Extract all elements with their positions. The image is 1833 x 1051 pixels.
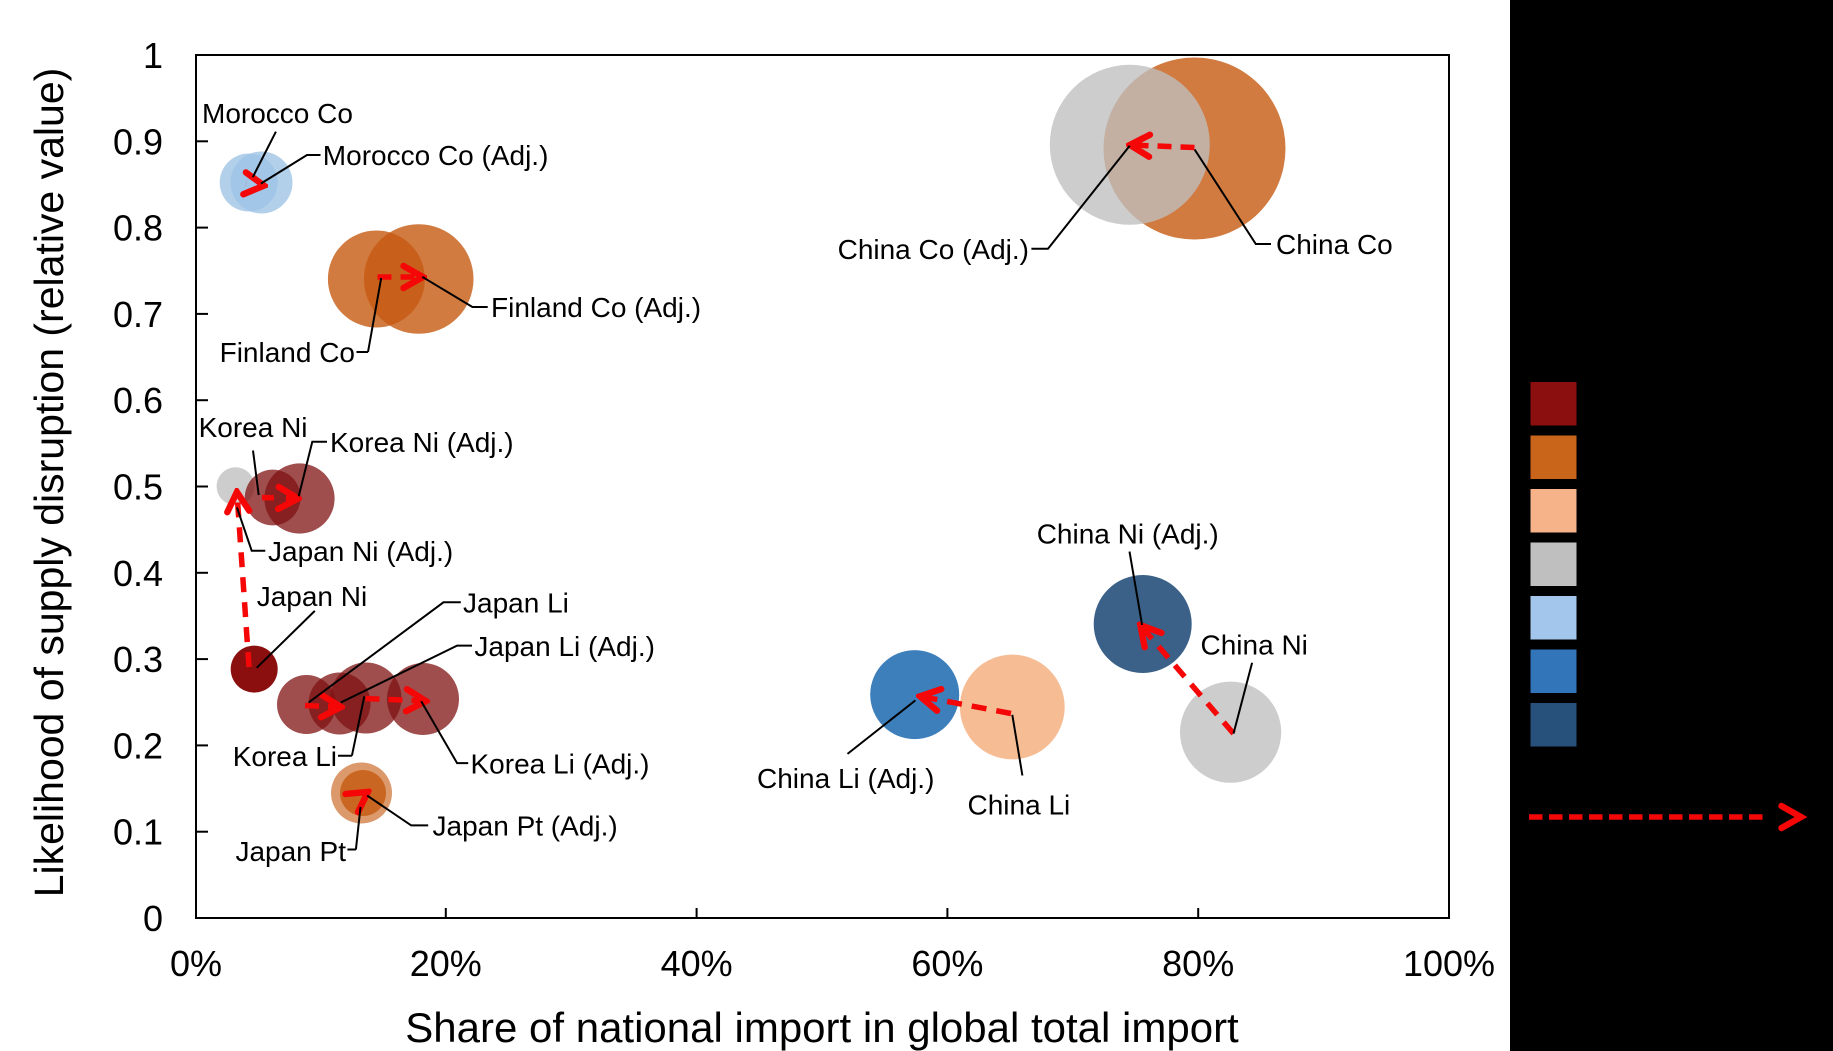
svg-text:Japan Pt: Japan Pt	[235, 836, 346, 867]
svg-text:Morocco Co: Morocco Co	[202, 98, 353, 129]
svg-text:China Co (Adj.): China Co (Adj.)	[838, 234, 1029, 265]
svg-text:0.5: 0.5	[113, 467, 163, 508]
svg-text:0.9: 0.9	[113, 121, 163, 162]
svg-text:1: 1	[143, 35, 163, 76]
svg-text:China Co: China Co	[1276, 229, 1393, 260]
svg-text:0.6: 0.6	[113, 380, 163, 421]
svg-text:China Li (Adj.): China Li (Adj.)	[757, 763, 934, 794]
svg-text:China Ni (Adj.): China Ni (Adj.)	[1037, 519, 1219, 550]
svg-text:0.4: 0.4	[113, 553, 163, 594]
svg-text:20%: 20%	[410, 943, 482, 984]
svg-text:0%: 0%	[170, 943, 222, 984]
svg-text:0: 0	[143, 898, 163, 939]
svg-text:China Li: China Li	[968, 790, 1071, 821]
svg-text:Korea Li (Adj.): Korea Li (Adj.)	[471, 748, 650, 779]
svg-text:80%: 80%	[1162, 943, 1234, 984]
svg-text:Finland Co: Finland Co	[220, 337, 355, 368]
svg-text:Japan Li: Japan Li	[463, 588, 569, 619]
svg-text:China Ni: China Ni	[1201, 630, 1308, 661]
svg-text:Japan Ni (Adj.): Japan Ni (Adj.)	[268, 536, 453, 567]
svg-text:Japan Pt (Adj.): Japan Pt (Adj.)	[433, 811, 618, 842]
svg-text:Korea Ni: Korea Ni	[199, 412, 308, 443]
svg-text:Japan Li (Adj.): Japan Li (Adj.)	[474, 631, 655, 662]
svg-text:100%: 100%	[1403, 943, 1495, 984]
svg-text:Korea Ni (Adj.): Korea Ni (Adj.)	[330, 427, 514, 458]
svg-text:0.3: 0.3	[113, 639, 163, 680]
svg-text:Korea Li: Korea Li	[233, 741, 337, 772]
svg-text:Japan Ni: Japan Ni	[257, 581, 368, 612]
svg-text:0.1: 0.1	[113, 812, 163, 853]
svg-text:0.8: 0.8	[113, 208, 163, 249]
svg-text:0.7: 0.7	[113, 294, 163, 335]
svg-text:Morocco Co (Adj.): Morocco Co (Adj.)	[323, 140, 549, 171]
svg-text:60%: 60%	[911, 943, 983, 984]
svg-text:Likelihood of supply disruptio: Likelihood of supply disruption (relativ…	[26, 68, 72, 898]
svg-text:Share of national import in gl: Share of national import in global total…	[405, 1004, 1239, 1051]
svg-text:40%: 40%	[661, 943, 733, 984]
svg-text:0.2: 0.2	[113, 725, 163, 766]
svg-text:Finland Co (Adj.): Finland Co (Adj.)	[491, 292, 701, 323]
